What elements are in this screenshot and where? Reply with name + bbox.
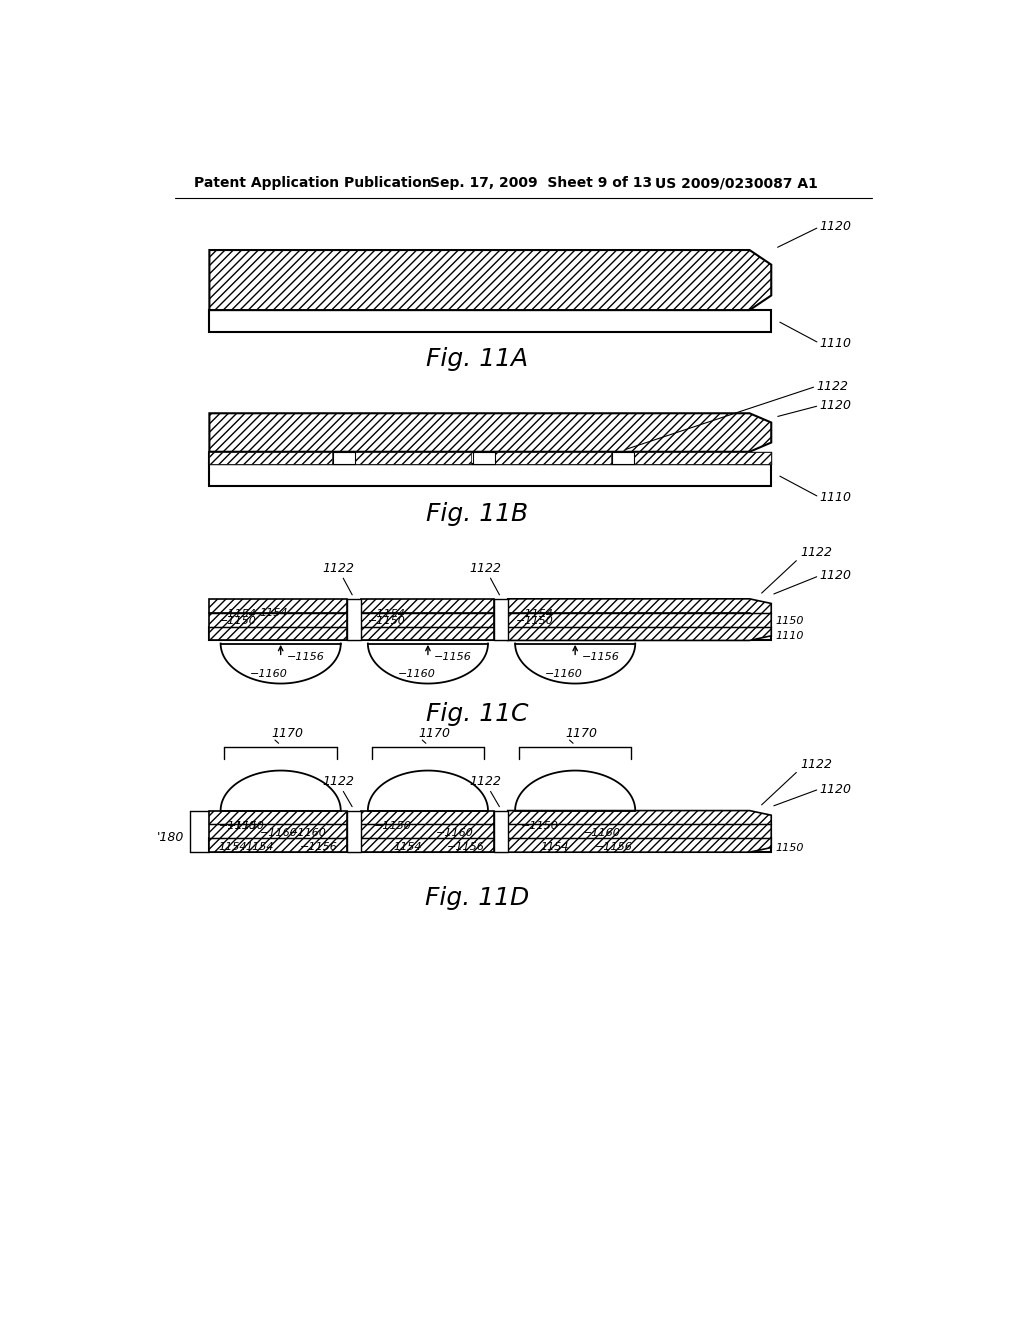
Text: 1150: 1150 [775,842,804,853]
Text: 1170: 1170 [419,727,451,739]
Text: −1160: −1160 [250,669,288,680]
Text: Fig. 11D: Fig. 11D [425,886,528,909]
Text: −1160: −1160 [583,828,621,838]
Text: 1110: 1110 [819,337,851,350]
Text: −1154: −1154 [219,610,257,619]
Polygon shape [355,451,471,465]
Text: −1150: −1150 [515,616,553,626]
Polygon shape [495,451,611,465]
Text: −1156: −1156 [595,842,633,851]
Polygon shape [360,599,494,640]
Text: 1110: 1110 [775,631,804,642]
Bar [209,310,771,331]
Text: −1150: −1150 [369,616,407,626]
Polygon shape [508,599,771,640]
Text: 1122: 1122 [469,562,502,576]
Text: 1120: 1120 [819,399,851,412]
Text: 1122: 1122 [469,775,502,788]
Text: 1120: 1120 [819,220,851,234]
Text: 1170: 1170 [566,727,598,739]
Bar [209,838,771,853]
Text: Fig. 11C: Fig. 11C [426,702,528,726]
Bar [494,810,508,853]
Text: 1122: 1122 [816,380,848,393]
Polygon shape [209,599,346,640]
Polygon shape [209,810,346,853]
Text: 1122: 1122 [801,758,833,771]
Bar [346,810,360,853]
Text: 1154: 1154 [260,607,288,618]
Text: −1160: −1160 [435,828,473,838]
Text: −1150: −1150 [219,616,257,626]
Text: Sep. 17, 2009  Sheet 9 of 13: Sep. 17, 2009 Sheet 9 of 13 [430,176,652,190]
Text: Fig. 11B: Fig. 11B [426,502,527,527]
Text: 1154: 1154 [219,842,247,851]
Text: 1154: 1154 [393,842,422,851]
Text: 1110: 1110 [819,491,851,504]
Text: −1154: −1154 [515,610,553,619]
Text: 1154: 1154 [246,842,274,851]
Polygon shape [209,451,332,465]
Text: −1150: −1150 [219,821,257,832]
Bar [209,465,771,486]
Text: 1120: 1120 [819,783,851,796]
Bar [209,627,771,640]
Text: −1160: −1160 [397,669,435,680]
Bar [494,599,508,640]
Polygon shape [634,451,771,465]
Bar [346,599,360,640]
Text: −1150: −1150 [521,821,559,832]
Text: 1154: 1154 [541,842,568,851]
Text: −1156: −1156 [287,652,325,663]
Text: 1122: 1122 [322,775,354,788]
Text: −1160: −1160 [545,669,583,680]
Text: 1122: 1122 [801,546,833,560]
Bar [334,451,355,465]
Text: 1120: 1120 [819,569,851,582]
Text: US 2009/0230087 A1: US 2009/0230087 A1 [655,176,818,190]
Text: −1150: −1150 [374,821,412,832]
Text: −1160: −1160 [289,828,327,838]
Text: −1156: −1156 [300,842,338,851]
Text: 1150: 1150 [775,616,804,626]
Bar [473,451,495,465]
Polygon shape [209,249,771,310]
Text: Patent Application Publication: Patent Application Publication [194,176,432,190]
Polygon shape [508,810,771,853]
Bar [612,451,634,465]
Polygon shape [360,810,494,853]
Text: Fig. 11A: Fig. 11A [426,347,527,371]
Text: 1170: 1170 [271,727,303,739]
Text: −1154: −1154 [369,610,407,619]
Text: −1156: −1156 [434,652,472,663]
Text: '180: '180 [157,830,184,843]
Polygon shape [209,413,771,451]
Text: −1150: −1150 [226,821,264,832]
Text: −1156: −1156 [582,652,620,663]
Text: 1122: 1122 [322,562,354,576]
Text: −1160: −1160 [260,828,298,838]
Text: −1156: −1156 [447,842,485,851]
